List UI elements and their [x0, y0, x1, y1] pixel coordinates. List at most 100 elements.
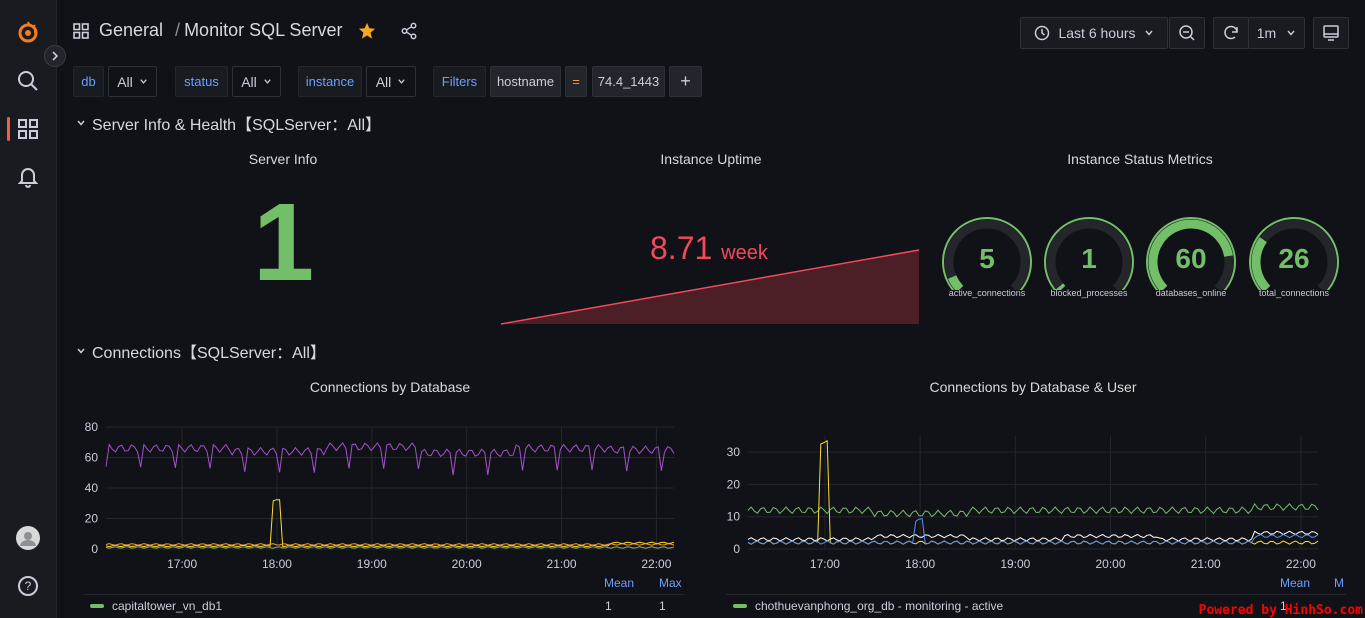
y-tick-label: 60 [85, 451, 99, 465]
x-tick-label: 22:00 [1286, 557, 1316, 571]
x-tick-label: 19:00 [357, 557, 387, 571]
gauge-label: total_connections [1258, 288, 1330, 298]
gauge-active-connections [942, 217, 1032, 290]
active-indicator [7, 117, 10, 141]
filter-value[interactable]: 74.4_1443 [592, 66, 665, 97]
panel-conn-by-db-title: Connections by Database [309, 379, 471, 395]
series-line [105, 543, 675, 546]
var-db-value: All [117, 73, 133, 90]
chart-conn-by-db[interactable]: 0 20 40 60 80 17:00 18:00 19:00 20:00 21:00 22:00 [76, 415, 686, 575]
gauge-label: databases_online [1155, 288, 1227, 298]
var-status-value: All [241, 73, 257, 90]
x-tick-label: 21:00 [547, 557, 577, 571]
refresh-interval-label: 1m [1256, 25, 1277, 41]
gauge-total-connections [1249, 217, 1339, 290]
chevron-down-icon [77, 348, 85, 354]
breadcrumb-folder[interactable]: General [99, 20, 164, 40]
var-instance-value: All [375, 73, 392, 90]
chevron-down-icon [77, 120, 85, 126]
legend1-max-header[interactable]: Max [659, 576, 682, 590]
x-tick-label: 17:00 [810, 557, 840, 571]
side-nav: ? [0, 0, 57, 618]
gauge-threshold [942, 217, 1032, 290]
filters-label: Filters [433, 66, 486, 97]
refresh-button[interactable] [1213, 17, 1249, 49]
legend2-item[interactable]: chothuevanphong_org_db - monitoring - ac… [733, 599, 1003, 613]
refresh-interval-picker[interactable]: 1m [1248, 17, 1305, 49]
legend2-mean-header[interactable]: Mean [1280, 576, 1311, 590]
gauge-threshold [1146, 217, 1236, 290]
var-instance-select[interactable]: All [366, 66, 416, 97]
panel-conn-by-db-user-title: Connections by Database & User [929, 379, 1137, 395]
gauge-fill [1251, 237, 1271, 290]
panel-server-info-title: Server Info [248, 151, 318, 167]
gauge-track [1046, 219, 1132, 290]
y-tick-label: 80 [85, 420, 99, 434]
y-tick-label: 0 [733, 542, 740, 556]
gauge-fill [947, 275, 964, 290]
expand-nav-button[interactable] [44, 45, 66, 67]
row-server-info[interactable]: Server Info & Health【SQLServer：All】 [76, 111, 381, 135]
row-connections-title: Connections【SQLServer：All】 [92, 345, 326, 362]
search-icon[interactable] [14, 67, 42, 95]
y-tick-label: 30 [727, 445, 741, 459]
zoom-out-button[interactable] [1169, 17, 1205, 49]
gauge-value: 1 [1081, 243, 1097, 274]
x-tick-label: 18:00 [262, 557, 292, 571]
legend1-item[interactable]: capitaltower_vn_db1 [90, 599, 222, 613]
chevron-down-icon [140, 79, 147, 84]
var-db-label: db [73, 66, 104, 97]
tv-mode-button[interactable] [1313, 17, 1349, 49]
uptime-number: 8.71 [650, 230, 713, 266]
legend1-item-name: capitaltower_vn_db1 [112, 599, 223, 613]
uptime-value: 8.71 week [650, 230, 768, 267]
chart-conn-by-db-user[interactable]: 0 10 20 30 17:00 18:00 19:00 20:00 21:00 22:00 [720, 430, 1325, 575]
watermark: Powered by HinhSo.com [1198, 603, 1363, 618]
alerting-bell-icon[interactable] [14, 163, 42, 191]
filter-operator[interactable]: = [565, 66, 587, 97]
series-line [105, 442, 675, 476]
row-connections[interactable]: Connections【SQLServer：All】 [76, 339, 326, 363]
breadcrumb: General / Monitor SQL Server [73, 20, 418, 41]
svg-text:?: ? [25, 579, 32, 593]
add-filter-button[interactable]: + [669, 66, 702, 97]
refresh-icon [1224, 25, 1238, 40]
filter-key[interactable]: hostname [490, 66, 561, 97]
user-avatar-icon[interactable] [14, 524, 42, 552]
var-instance-label: instance [298, 66, 362, 97]
grafana-logo-icon[interactable] [14, 18, 42, 46]
legend2-item-name: chothuevanphong_org_db - monitoring - ac… [755, 599, 1004, 613]
dashboard-header: General / Monitor SQL Server Last 6 hour… [57, 0, 1365, 64]
breadcrumb-separator: / [175, 20, 181, 40]
share-icon[interactable] [400, 22, 418, 40]
legend2-max-header[interactable]: M [1334, 576, 1344, 590]
legend2-divider [726, 594, 1346, 595]
time-range-label: Last 6 hours [1058, 25, 1136, 41]
dashboard-title[interactable]: Monitor SQL Server [184, 20, 343, 40]
var-status-select[interactable]: All [232, 66, 281, 97]
y-tick-label: 20 [727, 477, 741, 491]
star-icon[interactable] [358, 22, 376, 40]
legend1-item-max: 1 [659, 599, 666, 613]
gauge-blocked-processes [1044, 217, 1134, 290]
y-tick-label: 0 [91, 542, 98, 556]
chevron-right-icon [52, 51, 59, 61]
x-tick-label: 22:00 [641, 557, 671, 571]
series-line [747, 530, 1319, 542]
var-db-select[interactable]: All [108, 66, 157, 97]
y-tick-label: 20 [85, 512, 99, 526]
var-status-label: status [175, 66, 228, 97]
y-tick-label: 40 [85, 481, 99, 495]
help-icon[interactable]: ? [14, 572, 42, 600]
chevron-down-icon [1287, 30, 1295, 36]
chevron-down-icon [398, 79, 405, 84]
legend-swatch [733, 604, 747, 608]
dashboards-icon[interactable] [14, 115, 42, 143]
series-line [747, 518, 1319, 545]
gauge-value: 26 [1278, 243, 1310, 274]
legend1-mean-header[interactable]: Mean [604, 576, 635, 590]
x-tick-label: 20:00 [452, 557, 482, 571]
legend1-divider [84, 594, 684, 595]
monitor-icon [1323, 25, 1339, 41]
time-range-picker[interactable]: Last 6 hours [1020, 17, 1168, 49]
